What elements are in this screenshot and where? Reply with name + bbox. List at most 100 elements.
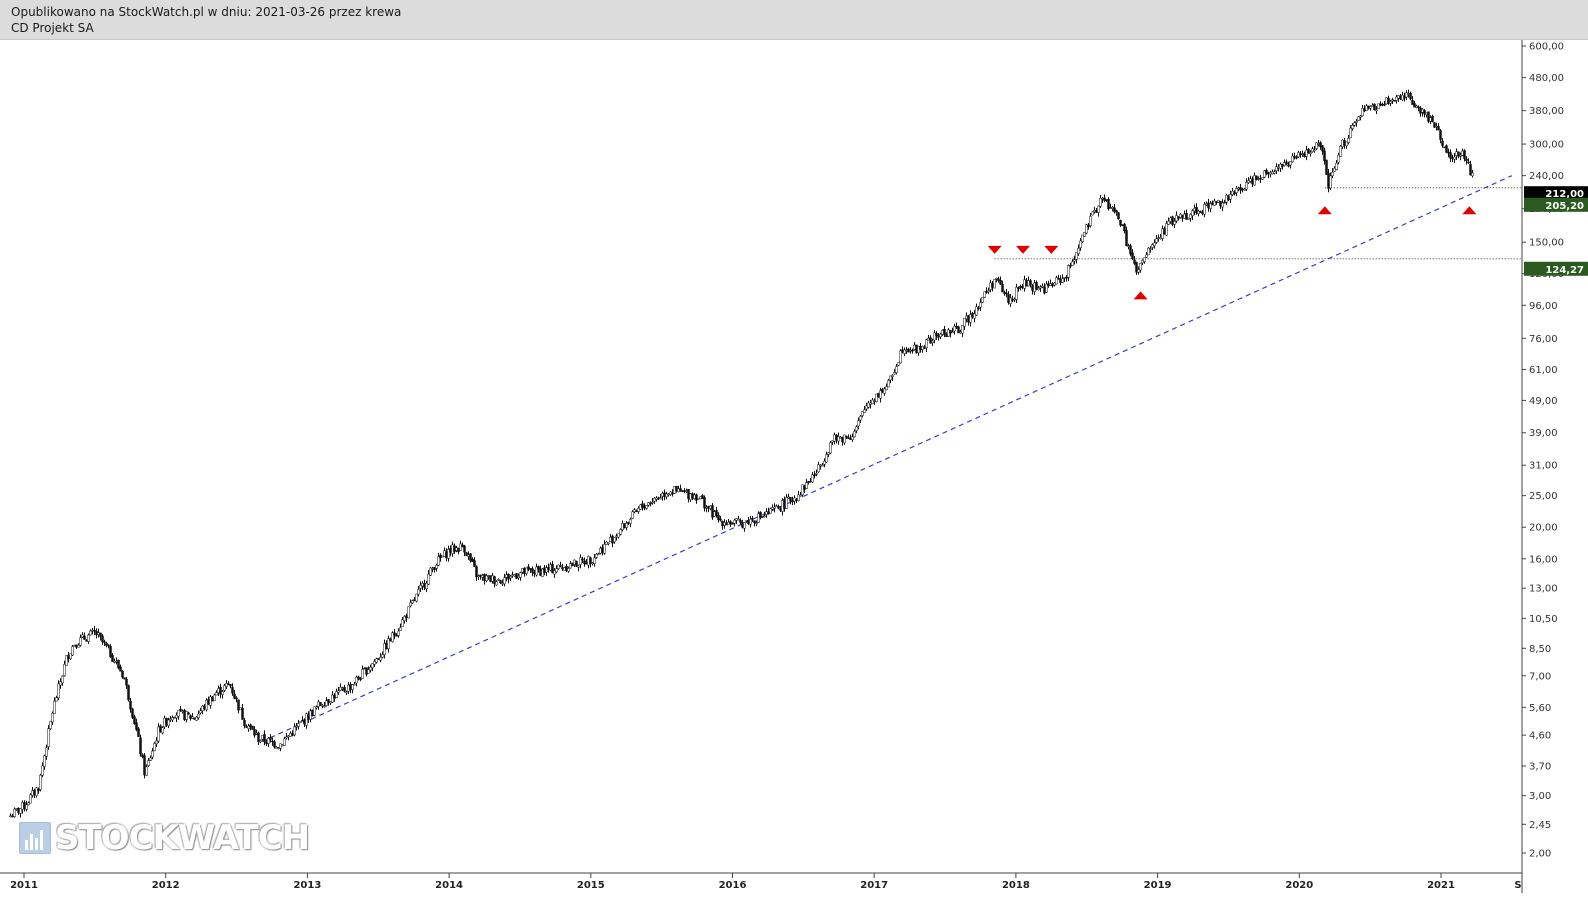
candle-body	[975, 306, 978, 316]
candle-body	[779, 508, 782, 511]
candle-body	[693, 494, 696, 500]
candle-body	[605, 541, 608, 545]
candle-body	[1337, 154, 1340, 163]
candle-body	[705, 507, 708, 509]
candle-body	[643, 505, 646, 509]
candle-body	[675, 485, 678, 491]
candle-body	[1269, 172, 1272, 175]
candle-body	[1355, 121, 1358, 123]
candle-body	[1045, 283, 1048, 293]
candle-body	[997, 278, 1000, 281]
y-tick-label: 3,70	[1529, 761, 1551, 772]
candle-body	[1029, 280, 1032, 285]
candle-body	[1457, 151, 1460, 157]
candle-body	[51, 712, 54, 723]
candle-body	[1291, 155, 1294, 163]
candle-body	[1463, 150, 1466, 160]
candle-body	[583, 560, 586, 565]
candle-body	[1425, 112, 1428, 116]
candle-body	[261, 735, 264, 740]
candle-body	[1435, 125, 1438, 128]
candle-body	[227, 683, 230, 686]
candle-body	[1253, 175, 1256, 186]
candle-body	[931, 340, 934, 343]
candle-body	[1459, 155, 1462, 157]
candle-body	[625, 522, 628, 528]
chart-frame	[0, 40, 1523, 893]
candle-body	[1327, 172, 1330, 189]
candle-body	[461, 544, 464, 548]
candle-body	[709, 505, 712, 509]
candle-body	[37, 788, 40, 792]
candle-body	[1025, 279, 1028, 287]
candle-body	[199, 710, 202, 714]
candle-body	[281, 744, 284, 747]
candle-body	[955, 325, 958, 328]
candle-body	[581, 558, 584, 561]
candle-body	[451, 544, 454, 554]
candle-body	[313, 706, 316, 716]
candle-body	[1363, 108, 1366, 112]
candle-body	[757, 513, 760, 523]
candle-body	[319, 702, 322, 706]
candle-body	[459, 543, 462, 551]
candle-body	[309, 710, 312, 720]
candle-body	[1245, 182, 1248, 190]
candle-body	[213, 694, 216, 701]
candle-body	[433, 566, 436, 570]
candle-body	[1173, 221, 1176, 225]
candle-body	[1375, 109, 1378, 112]
candle-body	[453, 545, 456, 552]
candle-body	[565, 565, 568, 571]
candle-body	[1259, 177, 1262, 180]
candle-body	[351, 684, 354, 690]
candle-body	[831, 440, 834, 443]
candle-body	[721, 521, 724, 527]
candle-body	[1201, 212, 1204, 214]
candle-body	[993, 278, 996, 289]
candle-body	[1429, 117, 1432, 122]
candle-body	[1109, 207, 1112, 209]
candle-body	[323, 705, 326, 708]
candle-body	[1237, 187, 1240, 190]
candle-body	[171, 717, 174, 721]
candle-body	[913, 344, 916, 350]
x-tick-label: 2021	[1427, 880, 1455, 891]
y-tick-label: 240,00	[1529, 171, 1564, 182]
candle-body	[167, 719, 170, 726]
candle-body	[29, 794, 32, 804]
candle-body	[333, 694, 336, 699]
candle-body	[517, 576, 520, 579]
candle-body	[121, 670, 124, 678]
candle-body	[229, 684, 232, 687]
candle-body	[355, 676, 358, 684]
candle-body	[1073, 259, 1076, 262]
candle-body	[41, 765, 44, 776]
candle-body	[515, 573, 518, 579]
candle-body	[579, 557, 582, 565]
candle-body	[239, 707, 242, 710]
candle-body	[1297, 152, 1300, 158]
candle-body	[791, 500, 794, 503]
candle-body	[205, 699, 208, 710]
candle-body	[887, 380, 890, 388]
candle-body	[193, 717, 196, 720]
y-tick-label: 3,00	[1529, 791, 1551, 802]
candle-body	[1351, 125, 1354, 129]
candle-body	[1307, 148, 1310, 154]
candle-body	[797, 494, 800, 501]
candle-body	[147, 760, 150, 766]
candle-body	[197, 713, 200, 718]
candle-body	[655, 497, 658, 500]
candle-body	[1325, 159, 1328, 175]
candle-body	[1151, 244, 1154, 248]
candle-body	[263, 734, 266, 743]
candle-body	[23, 802, 26, 809]
candle-body	[63, 664, 66, 676]
candle-body	[1273, 171, 1276, 174]
candle-body	[879, 390, 882, 399]
candle-body	[87, 634, 90, 642]
candle-body	[767, 511, 770, 515]
candle-body	[1209, 203, 1212, 210]
candle-body	[177, 709, 180, 717]
